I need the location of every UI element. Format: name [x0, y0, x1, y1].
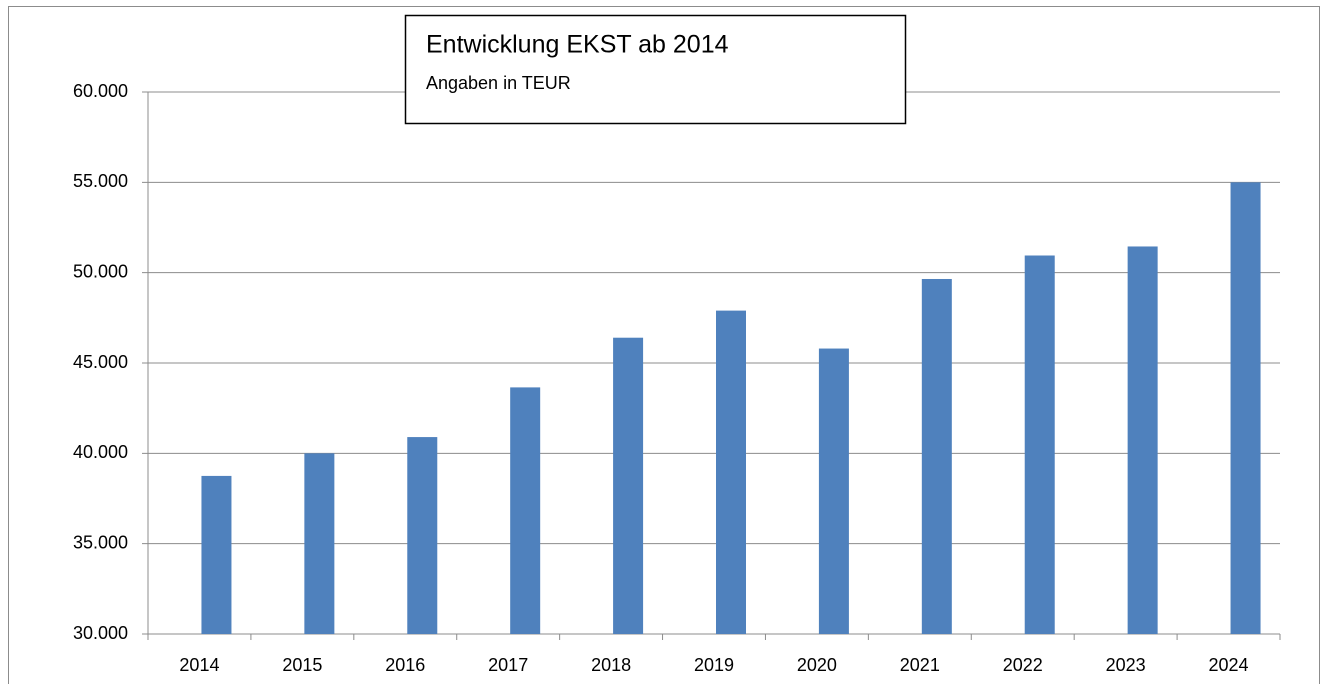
x-tick-label: 2015 — [282, 655, 322, 675]
bar — [510, 387, 541, 634]
bar — [613, 337, 644, 634]
bar — [921, 278, 952, 634]
plot-area: 30.000 35.000 40.000 45.000 50.000 55.000 60.0… — [73, 81, 1281, 675]
bar — [818, 348, 849, 634]
y-tick-label: 35.000 — [73, 532, 128, 552]
bar — [716, 310, 746, 634]
y-tick-label: 40.000 — [73, 442, 128, 462]
x-tick-label: 2019 — [694, 655, 734, 675]
y-tick-label: 50.000 — [73, 261, 128, 281]
bar — [1127, 246, 1158, 634]
bar — [304, 453, 335, 634]
y-tick-label: 55.000 — [73, 171, 128, 191]
x-tick-label: 2014 — [179, 655, 219, 675]
x-tick-label: 2018 — [591, 655, 631, 675]
y-tick-label: 30.000 — [73, 623, 128, 643]
x-tick-label: 2022 — [1003, 655, 1043, 675]
bar — [1024, 255, 1055, 634]
x-tick-label: 2020 — [797, 655, 837, 675]
bar — [1230, 182, 1261, 635]
y-tick-label: 60.000 — [73, 81, 128, 101]
bar — [201, 475, 232, 634]
title-box — [404, 14, 907, 125]
x-tick-label: 2016 — [385, 655, 425, 675]
x-tick-label: 2017 — [488, 655, 528, 675]
chart-subtitle: Angaben in TEUR — [426, 73, 571, 93]
chart-border — [8, 6, 1320, 684]
x-tick-label: 2024 — [1209, 655, 1249, 675]
x-tick-label: 2023 — [1106, 655, 1146, 675]
y-tick-label: 45.000 — [73, 352, 128, 372]
x-tick-label: 2021 — [900, 655, 940, 675]
bar — [407, 437, 438, 634]
chart-title: Entwicklung EKST ab 2014 — [426, 31, 729, 59]
